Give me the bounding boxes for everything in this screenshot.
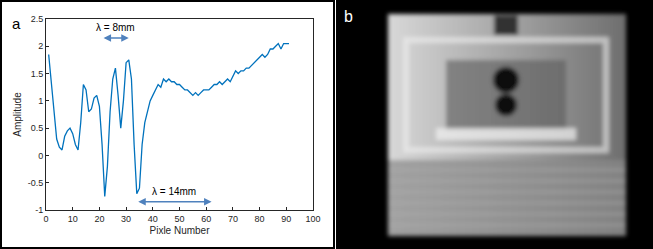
svg-text:-0.5: -0.5: [28, 178, 44, 188]
svg-text:10: 10: [68, 214, 78, 224]
svg-text:80: 80: [255, 214, 265, 224]
svg-text:λ = 8mm: λ = 8mm: [96, 22, 135, 33]
svg-text:1: 1: [38, 96, 43, 106]
svg-text:0.5: 0.5: [31, 123, 44, 133]
svg-text:Pixle Number: Pixle Number: [149, 225, 210, 236]
svg-text:b: b: [344, 8, 353, 25]
svg-text:1.5: 1.5: [31, 69, 44, 79]
svg-text:20: 20: [94, 214, 104, 224]
svg-text:0: 0: [38, 151, 43, 161]
svg-text:λ = 14mm: λ = 14mm: [152, 186, 196, 197]
svg-text:Amplitude: Amplitude: [12, 92, 23, 137]
svg-text:-1: -1: [35, 205, 43, 215]
svg-text:2.5: 2.5: [31, 14, 44, 24]
svg-text:90: 90: [281, 214, 291, 224]
svg-text:60: 60: [201, 214, 211, 224]
svg-text:100: 100: [305, 214, 320, 224]
svg-text:0: 0: [43, 214, 48, 224]
svg-text:2: 2: [38, 41, 43, 51]
svg-text:a: a: [12, 15, 21, 32]
svg-text:30: 30: [121, 214, 131, 224]
svg-text:70: 70: [228, 214, 238, 224]
svg-text:40: 40: [148, 214, 158, 224]
svg-text:50: 50: [174, 214, 184, 224]
